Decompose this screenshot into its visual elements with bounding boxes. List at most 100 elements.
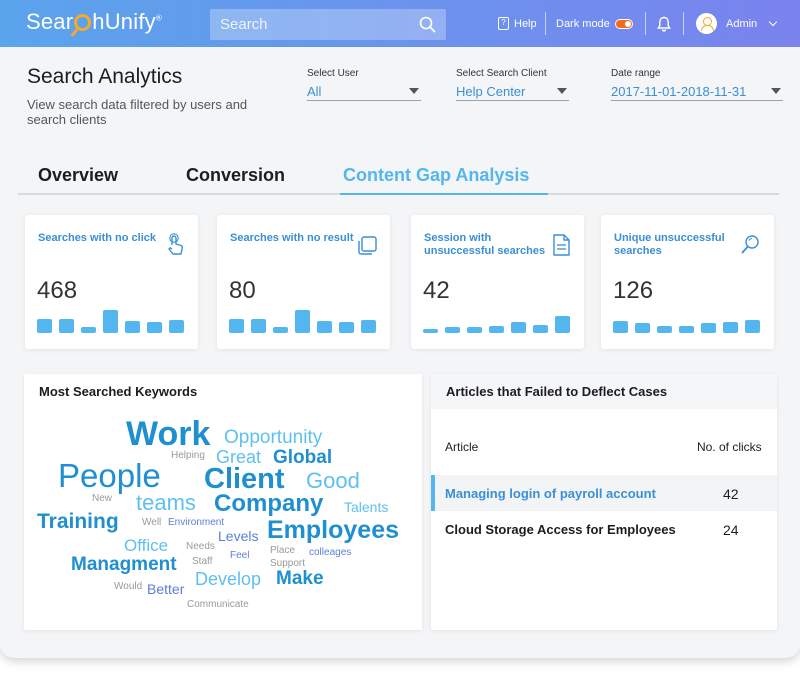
tab-conversion[interactable]: Conversion xyxy=(186,165,286,185)
keyword[interactable]: colleages xyxy=(309,547,352,558)
avatar xyxy=(696,13,717,34)
keyword[interactable]: Helping xyxy=(171,450,205,461)
keyword[interactable]: Better xyxy=(147,581,185,597)
tab-bar: Overview Conversion Content Gap Analysis xyxy=(18,162,779,195)
dark-mode-label: Dark mode xyxy=(556,17,610,30)
card-title: Unique unsuccessful searches xyxy=(614,232,725,257)
keyword[interactable]: Training xyxy=(37,510,119,533)
select-client-value: Help Center xyxy=(456,84,526,99)
table-row[interactable]: Cloud Storage Access for Employees 24 xyxy=(431,511,777,547)
keyword[interactable]: Good xyxy=(306,468,360,493)
top-bar: Sear hUnify® ? Help Dark mode Admin xyxy=(0,0,800,47)
metric-card-unsuccessful-sessions[interactable]: Session with unsuccessful searches 42 xyxy=(411,215,584,349)
sparkline-bar xyxy=(723,322,738,333)
panel-header xyxy=(431,374,777,409)
sparkline-bar xyxy=(169,320,184,333)
keyword[interactable]: Develop xyxy=(195,569,262,589)
keyword[interactable]: Opportunity xyxy=(224,427,323,448)
filter-label: Date range xyxy=(611,68,661,79)
keyword[interactable]: Work xyxy=(126,415,211,453)
card-title: Searches with no click xyxy=(38,232,156,244)
keyword[interactable]: Needs xyxy=(186,541,215,552)
date-range-value: 2017-11-01-2018-11-31 xyxy=(611,84,747,99)
article-link[interactable]: Cloud Storage Access for Employees xyxy=(445,522,676,537)
keyword[interactable]: Staff xyxy=(192,556,213,567)
dark-mode-toggle[interactable] xyxy=(614,18,633,29)
keyword[interactable]: Talents xyxy=(344,499,389,515)
table-row[interactable]: Managing login of payroll account 42 xyxy=(431,475,777,511)
user-menu[interactable]: Admin xyxy=(696,0,778,47)
metric-card-no-result[interactable]: Searches with no result 80 xyxy=(217,215,390,349)
keyword[interactable]: Employees xyxy=(267,516,400,544)
metric-card-no-click[interactable]: Searches with no click 468 xyxy=(25,215,198,349)
sparkline-bar xyxy=(467,327,482,333)
sparkline-bar xyxy=(445,327,460,333)
word-cloud: Work Opportunity Helping Great Global Pe… xyxy=(24,374,422,630)
keyword[interactable]: teams xyxy=(136,490,196,515)
notifications-button[interactable] xyxy=(657,0,671,47)
sparkline-bar xyxy=(251,319,266,333)
date-range-dropdown[interactable]: 2017-11-01-2018-11-31 xyxy=(611,84,783,101)
column-header-clicks: No. of clicks xyxy=(697,440,762,454)
select-user-filter: Select User All xyxy=(307,68,421,101)
keyword[interactable]: Global xyxy=(273,447,333,468)
sparkline-bar xyxy=(103,310,118,333)
keyword[interactable]: Place xyxy=(270,545,296,556)
keyword[interactable]: Communicate xyxy=(187,599,249,610)
article-link[interactable]: Managing login of payroll account xyxy=(445,486,656,501)
sparkline xyxy=(423,309,583,333)
keyword[interactable]: People xyxy=(58,457,161,494)
divider xyxy=(683,12,684,35)
tab-content-gap-analysis[interactable]: Content Gap Analysis xyxy=(343,165,530,185)
keyword[interactable]: Well xyxy=(142,517,162,528)
keyword[interactable]: Feel xyxy=(230,550,250,561)
column-header-article: Article xyxy=(445,440,479,454)
sparkline-bar xyxy=(701,323,716,333)
sparkline xyxy=(37,309,197,333)
keyword[interactable]: Would xyxy=(114,581,143,592)
global-search xyxy=(210,9,446,40)
search-input[interactable] xyxy=(210,9,410,40)
metric-card-unique-unsuccessful[interactable]: Unique unsuccessful searches 126 xyxy=(601,215,774,349)
keyword[interactable]: Client xyxy=(204,463,285,495)
sparkline xyxy=(229,309,389,333)
card-value: 468 xyxy=(37,277,78,304)
keyword[interactable]: Support xyxy=(270,558,306,569)
select-client-dropdown[interactable]: Help Center xyxy=(456,84,569,101)
filter-label: Select User xyxy=(307,68,359,79)
card-value: 42 xyxy=(423,277,450,304)
keyword[interactable]: Levels xyxy=(218,528,259,544)
sparkline-bar xyxy=(339,322,354,333)
keyword[interactable]: Make xyxy=(276,568,324,589)
card-title: Session with unsuccessful searches xyxy=(424,232,546,257)
sparkline-bar xyxy=(273,327,288,333)
caret-down-icon xyxy=(557,88,567,94)
help-link[interactable]: ? Help xyxy=(498,0,537,47)
keyword[interactable]: New xyxy=(92,493,113,504)
card-value: 80 xyxy=(229,277,256,304)
keyword[interactable]: Managment xyxy=(71,554,177,575)
select-user-dropdown[interactable]: All xyxy=(307,84,421,101)
sparkline-bar xyxy=(125,321,140,333)
sparkline-bar xyxy=(657,326,672,333)
sparkline-bar xyxy=(423,329,438,333)
user-name: Admin xyxy=(726,17,758,30)
keyword[interactable]: Environment xyxy=(168,517,225,528)
keywords-panel: Most Searched Keywords Work Opportunity … xyxy=(24,374,422,630)
keyword[interactable]: Office xyxy=(124,536,169,555)
sparkline-bar xyxy=(489,326,504,333)
articles-panel: Articles that Failed to Deflect Cases Ar… xyxy=(431,374,777,630)
sparkline-bar xyxy=(745,320,760,333)
active-tab-indicator xyxy=(340,193,548,195)
page-subtitle: View search data filtered by users and s… xyxy=(27,97,248,127)
logo[interactable]: Sear hUnify® xyxy=(26,9,162,35)
card-title: Searches with no result xyxy=(230,232,354,244)
sparkline-bar xyxy=(317,321,332,333)
logo-text-end: hUnify xyxy=(92,9,156,34)
sparkline xyxy=(613,309,773,333)
divider xyxy=(545,12,546,35)
keyword[interactable]: Company xyxy=(214,490,324,517)
keyword[interactable]: Great xyxy=(216,447,262,467)
search-icon[interactable] xyxy=(419,16,436,33)
tab-overview[interactable]: Overview xyxy=(38,165,119,185)
